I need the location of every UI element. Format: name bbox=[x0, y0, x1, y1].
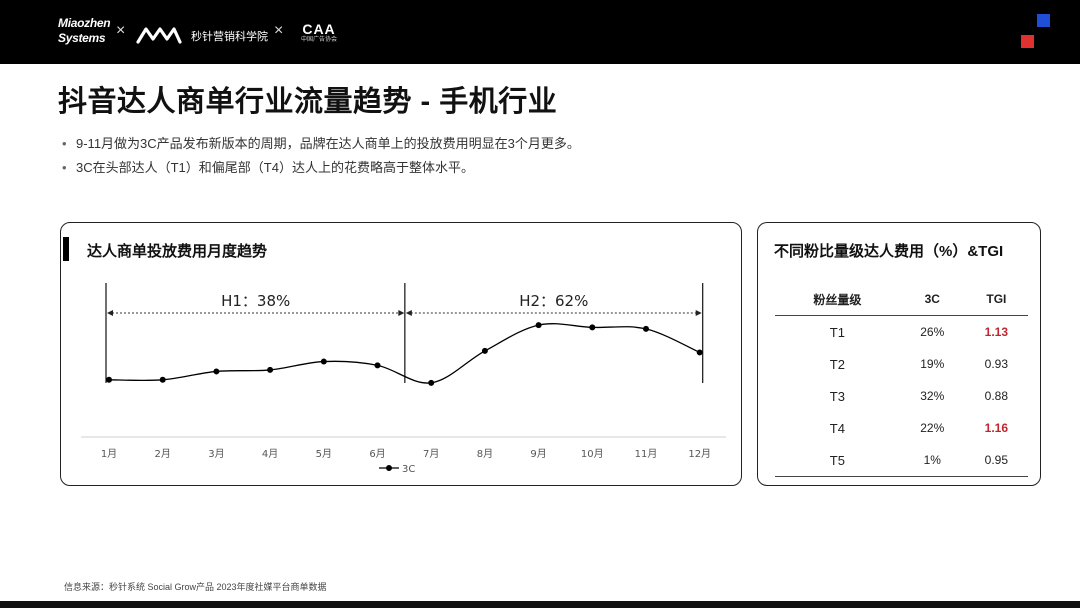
decor-square-red bbox=[1021, 35, 1034, 48]
tgi-cell: 0.93 bbox=[984, 357, 1009, 371]
column-header: 粉丝量级 bbox=[775, 283, 900, 316]
decor-square-blue bbox=[1037, 14, 1050, 27]
miaozhen-logo-line2: Systems bbox=[58, 31, 106, 45]
x-tick-label: 10月 bbox=[581, 448, 604, 460]
miaozhen-logo-line1: Miaozhen bbox=[58, 16, 111, 30]
title-accent-bar bbox=[63, 237, 69, 261]
column-header: 3C bbox=[899, 283, 965, 316]
data-point bbox=[267, 366, 274, 373]
annotation-arrow-left bbox=[405, 310, 412, 316]
table-row: T4 22% 1.16 bbox=[775, 412, 1028, 444]
line-chart: H1：38% H2：62% 1月 2月 3月 4月 5月 6月 7月 8月 9月 10月 11月 12月 3… bbox=[81, 283, 726, 475]
bullet-item: • 9-11月做为3C产品发布新版本的周期，品牌在达人商单上的投放费用明显在3个月… bbox=[62, 135, 580, 159]
bullet-list: • 9-11月做为3C产品发布新版本的周期，品牌在达人商单上的投放费用明显在3个月… bbox=[62, 135, 580, 183]
mz-institute-name: 秒针营销科学院 bbox=[191, 31, 268, 43]
column-header: TGI bbox=[964, 283, 1028, 316]
share-cell: 32% bbox=[920, 389, 945, 403]
x-tick-label: 1月 bbox=[101, 448, 117, 460]
table-row: T2 19% 0.93 bbox=[775, 348, 1028, 380]
share-cell: 26% bbox=[920, 325, 945, 339]
data-point bbox=[374, 362, 381, 369]
x-tick-label: 12月 bbox=[688, 448, 711, 460]
tier-table: 粉丝量级 3C TGI T1 26% 1.13 T2 19% 0.93 T3 32% 0.88 T… bbox=[775, 283, 1028, 477]
mz-institute-logo-icon bbox=[136, 27, 182, 44]
x-tick-label: 7月 bbox=[423, 448, 439, 460]
table-header-row: 粉丝量级 3C TGI bbox=[775, 283, 1028, 316]
data-point bbox=[535, 322, 542, 329]
tgi-cell: 0.88 bbox=[984, 389, 1009, 403]
bullet-text: 3C在头部达人（T1）和偏尾部（T4）达人上的花费略高于整体水平。 bbox=[76, 160, 474, 175]
trend-chart-panel: 达人商单投放费用月度趋势 H1：38% H2：62% 1月 2月 3月 4月 5月 6月 7月 8… bbox=[60, 222, 742, 486]
caa-logo: CAA 中国广告协会 bbox=[298, 22, 340, 44]
tier-table-panel: 不同粉比量级达人费用（%）&TGI 粉丝量级 3C TGI T1 26% 1.13 T… bbox=[757, 222, 1041, 486]
tier-cell: T5 bbox=[775, 444, 900, 477]
table-title: 不同粉比量级达人费用（%）&TGI bbox=[774, 243, 1004, 260]
annotation-label: H1：38% bbox=[221, 292, 290, 310]
table-row: T5 1% 0.95 bbox=[775, 444, 1028, 477]
chart-title: 达人商单投放费用月度趋势 bbox=[87, 243, 268, 260]
page-title: 抖音达人商单行业流量趋势 - 手机行业 bbox=[58, 86, 558, 118]
tgi-cell: 1.16 bbox=[984, 421, 1009, 435]
bullet-marker: • bbox=[62, 136, 67, 151]
x-tick-label: 2月 bbox=[155, 448, 171, 460]
data-point bbox=[589, 324, 596, 331]
miaozhen-logo: Miaozhen Systems bbox=[58, 16, 111, 46]
bullet-marker: • bbox=[62, 160, 67, 175]
x-tick-label: 6月 bbox=[369, 448, 385, 460]
data-point bbox=[428, 379, 435, 386]
separator-x: × bbox=[116, 22, 126, 39]
data-point bbox=[320, 358, 327, 365]
x-tick-label: 11月 bbox=[635, 448, 658, 460]
bullet-item: • 3C在头部达人（T1）和偏尾部（T4）达人上的花费略高于整体水平。 bbox=[62, 159, 580, 183]
data-point bbox=[159, 376, 166, 383]
data-point bbox=[213, 368, 220, 375]
tier-cell: T1 bbox=[829, 324, 845, 340]
x-tick-label: 3月 bbox=[208, 448, 224, 460]
x-tick-label: 8月 bbox=[477, 448, 493, 460]
tier-cell: T3 bbox=[829, 388, 845, 404]
x-tick-label: 5月 bbox=[316, 448, 332, 460]
data-source-note: 信息来源：秒针系统 Social Grow产品 2023年度社媒平台商单数据 bbox=[64, 582, 327, 592]
data-point bbox=[643, 325, 649, 332]
data-point bbox=[481, 347, 488, 354]
share-cell: 1% bbox=[899, 444, 965, 477]
tier-cell: T4 bbox=[829, 420, 845, 436]
legend-marker bbox=[386, 465, 392, 471]
table-row: T1 26% 1.13 bbox=[775, 316, 1028, 349]
annotation-label: H2：62% bbox=[519, 292, 588, 310]
caa-logo-text: CAA bbox=[302, 21, 336, 37]
data-point bbox=[696, 349, 703, 356]
annotation-arrow-right bbox=[695, 310, 702, 316]
share-cell: 22% bbox=[920, 421, 945, 435]
series-line-3c bbox=[108, 323, 700, 384]
caa-logo-subtext: 中国广告协会 bbox=[300, 37, 337, 43]
header-bar: Miaozhen Systems × 秒针营销科学院 × CAA 中国广告协会 bbox=[0, 0, 1080, 64]
tgi-cell: 1.13 bbox=[984, 325, 1009, 339]
share-cell: 19% bbox=[920, 357, 945, 371]
annotation-arrow-right bbox=[398, 310, 405, 316]
tier-cell: T2 bbox=[829, 356, 845, 372]
separator-x: × bbox=[274, 22, 284, 39]
tgi-cell: 0.95 bbox=[964, 444, 1028, 477]
data-point bbox=[106, 376, 112, 383]
table-row: T3 32% 0.88 bbox=[775, 380, 1028, 412]
x-tick-label: 9月 bbox=[530, 448, 546, 460]
x-tick-label: 4月 bbox=[262, 448, 278, 460]
legend-label: 3C bbox=[402, 464, 415, 475]
footer-bar bbox=[0, 601, 1080, 608]
annotation-arrow-left bbox=[107, 310, 113, 316]
bullet-text: 9-11月做为3C产品发布新版本的周期，品牌在达人商单上的投放费用明显在3个月更… bbox=[76, 136, 580, 151]
